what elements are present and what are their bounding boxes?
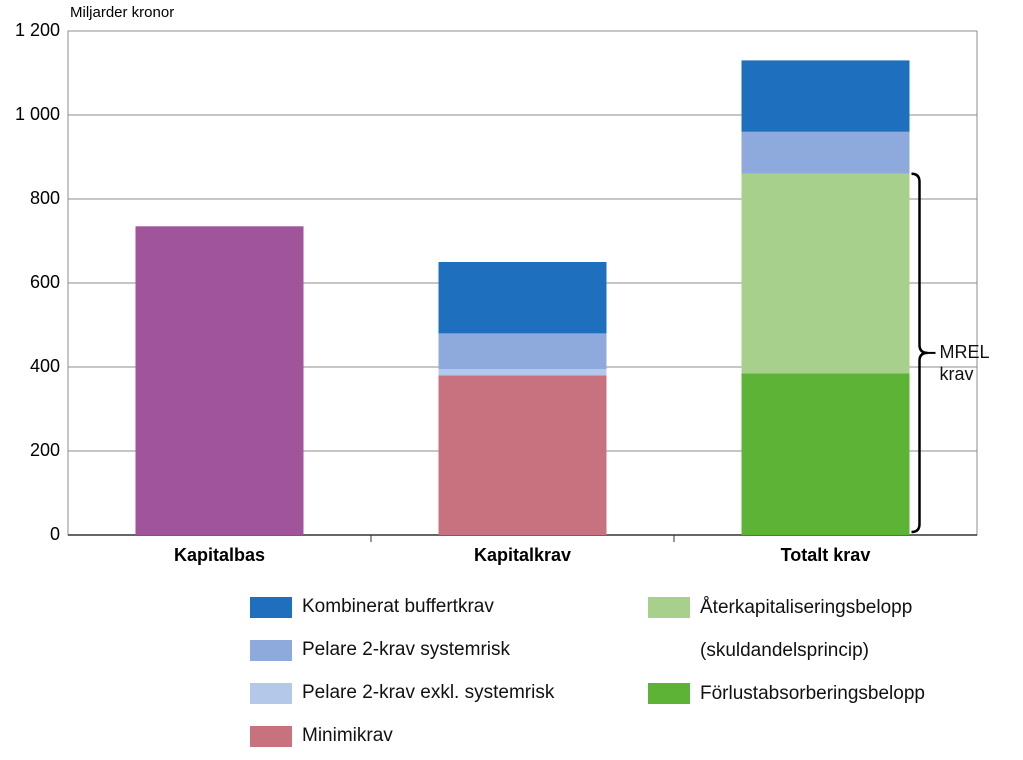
legend-label: Återkapitaliseringsbelopp (skuldandelspr… [700, 597, 913, 661]
annotation: MREL krav [939, 341, 989, 384]
bracket [911, 172, 928, 534]
y-tick-label: 800 [30, 188, 60, 208]
y-tick-label: 600 [30, 272, 60, 292]
y-tick-label: 1 000 [15, 104, 60, 124]
bar-segment [135, 226, 304, 536]
y-axis-label: Miljarder kronor [70, 4, 174, 21]
legend-swatch [250, 726, 292, 747]
legend-swatch [250, 683, 292, 704]
bar-segment [438, 333, 607, 370]
legend-label: Kombinerat buffertkrav [302, 596, 494, 617]
x-tick-label: Kapitalbas [174, 545, 265, 565]
bar-segment [741, 373, 910, 535]
legend-label: Pelare 2-krav systemrisk [302, 639, 510, 660]
bar-segment [741, 131, 910, 174]
legend-swatch [648, 597, 690, 618]
y-tick-label: 1 200 [15, 20, 60, 40]
bar-segment [438, 262, 607, 334]
legend-swatch [250, 597, 292, 618]
bar-segment [741, 60, 910, 132]
legend-label: Pelare 2-krav exkl. systemrisk [302, 682, 555, 703]
x-tick-label: Kapitalkrav [474, 545, 571, 565]
y-tick-label: 400 [30, 356, 60, 376]
x-tick-label: Totalt krav [781, 545, 871, 565]
bar-segment [741, 173, 910, 374]
y-tick-label: 0 [50, 524, 60, 544]
legend-swatch [648, 683, 690, 704]
bar-segment [438, 369, 607, 376]
legend-label: Minimikrav [302, 725, 393, 746]
legend-swatch [250, 640, 292, 661]
y-tick-label: 200 [30, 440, 60, 460]
bar-segment [438, 375, 607, 535]
legend-label: Förlustabsorberingsbelopp [700, 683, 925, 704]
